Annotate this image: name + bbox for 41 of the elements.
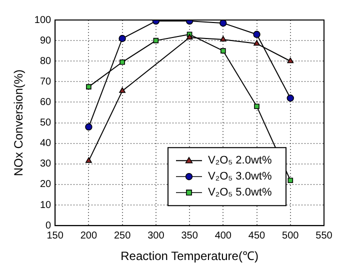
x-tick-label: 450	[248, 230, 266, 242]
point	[287, 58, 294, 64]
y-axis-title: NOx Conversion(%)	[12, 69, 26, 176]
x-tick-label: 400	[214, 230, 232, 242]
point	[254, 104, 260, 110]
point	[86, 157, 92, 163]
y-tick-label: 70	[40, 76, 52, 88]
y-tick-label: 30	[40, 158, 52, 170]
point	[254, 40, 260, 46]
y-tick-label: 10	[40, 200, 52, 211]
point	[220, 36, 226, 42]
x-tick-label: 350	[181, 230, 198, 242]
x-axis-title: Reaction Temperature(℃)	[120, 249, 258, 264]
point	[118, 34, 126, 42]
point	[253, 30, 260, 38]
y-tick-label: 0	[46, 220, 52, 232]
y-tick-label: 60	[40, 96, 52, 108]
point	[220, 48, 226, 54]
x-tick-label: 500	[282, 230, 300, 242]
y-tick-label: 50	[40, 118, 52, 129]
point	[286, 94, 294, 102]
point	[288, 178, 294, 184]
point	[85, 123, 92, 131]
y-tick-label: 40	[40, 138, 52, 150]
x-tick-label: 200	[80, 230, 98, 242]
legend-label: V₂O₅ 5.0wt%	[208, 186, 272, 199]
point	[119, 87, 126, 93]
y-tick-label: 90	[40, 35, 52, 46]
y-tick-label: 100	[34, 14, 52, 26]
point	[153, 38, 159, 44]
x-tick-label: 550	[316, 230, 333, 242]
y-tick-label: 20	[40, 179, 52, 190]
legend-label: V₂O₅ 2.0wt%	[208, 154, 272, 167]
y-tick-label: 80	[40, 56, 52, 67]
point	[120, 59, 125, 65]
point	[86, 84, 92, 90]
x-tick-label: 300	[148, 230, 165, 242]
legend-label: V₂O₅ 3.0wt%	[208, 170, 272, 183]
x-tick-label: 250	[114, 230, 132, 242]
x-tick-label: 150	[46, 230, 64, 242]
point	[220, 20, 227, 27]
